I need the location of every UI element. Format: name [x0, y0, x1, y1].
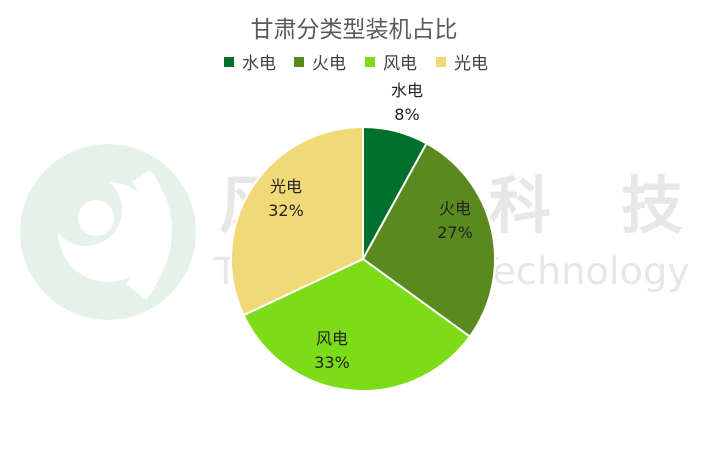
legend-swatch [436, 57, 446, 67]
chart-legend: 水电 火电 风电 光电 [224, 54, 488, 74]
slice-value-label: 8% [394, 105, 419, 124]
slice-category-label: 风电 [316, 329, 348, 348]
legend-item: 火电 [294, 54, 346, 74]
legend-item: 水电 [224, 54, 276, 74]
legend-label: 火电 [312, 54, 346, 74]
legend-item: 风电 [365, 54, 417, 74]
slice-category-label: 水电 [391, 81, 423, 100]
pie-slices [231, 127, 495, 391]
slice-category-label: 火电 [439, 199, 471, 218]
slice-value-label: 27% [437, 223, 473, 242]
legend-label: 光电 [454, 54, 488, 74]
slice-category-label: 光电 [270, 177, 302, 196]
legend-swatch [224, 57, 234, 67]
watermark-char-3: 科 [489, 169, 551, 242]
slice-value-label: 33% [314, 353, 350, 372]
legend-swatch [365, 57, 375, 67]
slice-value-label: 32% [268, 201, 304, 220]
legend-label: 水电 [242, 54, 276, 74]
legend-swatch [294, 57, 304, 67]
chart-title: 甘肃分类型装机占比 [251, 17, 458, 43]
watermark-char-4: 技 [621, 169, 683, 242]
legend-label: 风电 [383, 54, 417, 74]
watermark-swirl-logo [20, 144, 196, 320]
legend-item: 光电 [436, 54, 488, 74]
